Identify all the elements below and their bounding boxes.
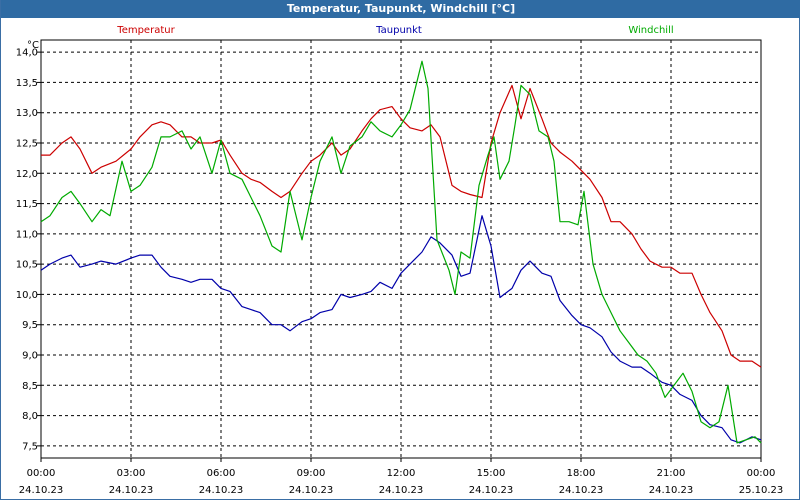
y-tick-label: 12,0: [16, 169, 38, 180]
grid-lines: [41, 40, 761, 458]
plot-frame: [40, 39, 762, 459]
x-tick-date-label: 24.10.23: [379, 485, 424, 496]
x-tick-date-label: 24.10.23: [469, 485, 514, 496]
series-line-windchill: [40, 60, 762, 444]
y-tick-label: 11,0: [16, 229, 38, 240]
legend-entry-temperatur: Temperatur: [116, 25, 175, 36]
x-tick-time-label: 12:00: [387, 468, 416, 479]
x-tick-time-label: 00:00: [27, 468, 56, 479]
y-tick-label: 9,0: [22, 351, 38, 362]
x-tick-time-label: 18:00: [567, 468, 596, 479]
y-tick-label: 10,5: [16, 260, 38, 271]
series-line-taupunkt: [40, 215, 762, 444]
x-tick-date-label: 24.10.23: [649, 485, 694, 496]
x-tick-time-label: 21:00: [657, 468, 686, 479]
x-tick-date-label: 24.10.23: [109, 485, 154, 496]
tick-labels: 14,0 13,5 13,0 12,5 12,0 11,5 11,0 10,5 10,0 9,5 9…: [16, 40, 784, 496]
legend-entry-windchill: Windchill: [628, 25, 673, 36]
legend-entry-taupunkt: Taupunkt: [375, 25, 422, 36]
series-lines: [40, 60, 762, 444]
axis-frame: [37, 39, 762, 462]
y-tick-label: 13,5: [16, 78, 38, 89]
y-tick-label: 7,5: [22, 441, 38, 452]
y-tick-label: 8,0: [22, 411, 38, 422]
series-line-temperatur: [41, 84, 762, 368]
x-tick-date-label: 24.10.23: [199, 485, 244, 496]
x-tick-date-label: 24.10.23: [19, 485, 64, 496]
y-tick-label: 8,5: [22, 381, 38, 392]
x-tick-date-label: 24.10.23: [289, 485, 334, 496]
y-tick-label: 11,5: [16, 199, 38, 210]
y-tick-label: 14,0: [16, 48, 38, 59]
x-tick-time-label: 09:00: [297, 468, 326, 479]
x-tick-time-label: 15:00: [477, 468, 506, 479]
legend: Temperatur Taupunkt Windchill: [116, 25, 673, 36]
y-tick-label: 9,5: [22, 320, 38, 331]
y-axis-unit-label: °C: [27, 40, 39, 51]
y-tick-label: 12,5: [16, 138, 38, 149]
x-tick-date-label: 24.10.23: [559, 485, 604, 496]
y-tick-label: 10,0: [16, 290, 38, 301]
x-tick-time-label: 00:00: [747, 468, 776, 479]
x-tick-time-label: 06:00: [207, 468, 236, 479]
window-title: Temperatur, Taupunkt, Windchill [°C]: [1, 0, 800, 18]
y-tick-label: 13,0: [16, 108, 38, 119]
x-tick-date-label: 25.10.23: [739, 485, 784, 496]
x-tick-time-label: 03:00: [117, 468, 146, 479]
